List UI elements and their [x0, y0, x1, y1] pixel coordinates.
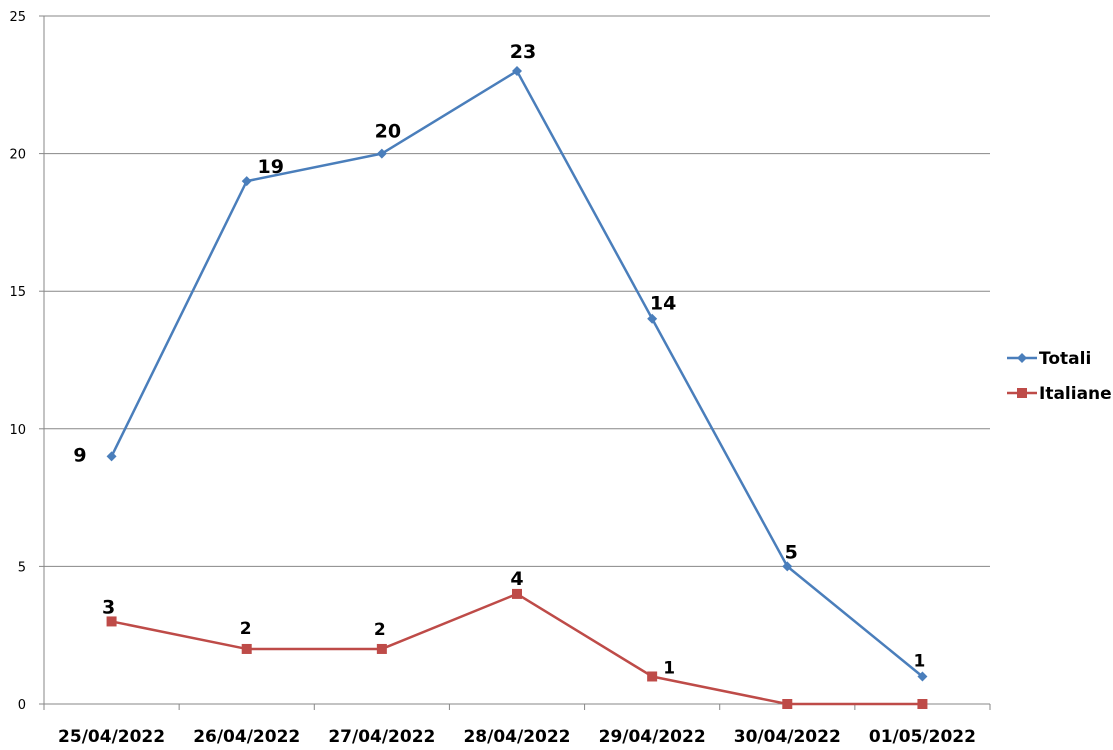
legend-marker-totali: [1017, 353, 1027, 363]
data-label: 9: [73, 444, 86, 466]
y-tick-label: 5: [18, 560, 26, 575]
x-tick-label: 30/04/2022: [734, 727, 841, 747]
series-line-italiane: [111, 592, 923, 706]
data-point-totali: [106, 451, 117, 462]
data-label: 2: [240, 619, 252, 639]
data-label: 5: [785, 541, 798, 563]
data-point-totali: [241, 176, 252, 187]
data-point-totali: [376, 148, 387, 159]
legend-marker-italiane: [1017, 388, 1027, 398]
data-point-totali: [917, 671, 928, 682]
data-point-totali: [782, 561, 793, 572]
data-label: 1: [914, 651, 926, 671]
gridlines: [44, 15, 990, 567]
legend-label-italiane: Italiane: [1039, 384, 1112, 404]
y-tick-label: 20: [9, 148, 26, 163]
data-point-totali: [647, 313, 658, 324]
x-tick-label: 28/04/2022: [463, 727, 570, 747]
x-tick-label: 26/04/2022: [193, 727, 300, 747]
data-point-italiane: [512, 588, 522, 599]
series-group: [106, 66, 928, 709]
legend-label-totali: Totali: [1039, 349, 1091, 369]
data-point-totali: [512, 66, 522, 77]
data-point-italiane: [782, 699, 793, 709]
x-axis: 25/04/2022 26/04/2022 27/04/2022 28/04/2022…: [43, 703, 991, 747]
y-tick-label: 0: [18, 698, 26, 713]
y-axis: 0 5 10 15 20 25: [9, 10, 45, 713]
x-tick-label: 25/04/2022: [58, 727, 165, 747]
data-labels: 9 19 20 23 14 5 1 3 2 2 4 1: [73, 41, 925, 678]
y-tick-label: 15: [9, 285, 26, 300]
data-point-italiane: [376, 643, 387, 654]
x-tick-label: 01/05/2022: [869, 727, 976, 747]
x-tick-label: 29/04/2022: [599, 727, 706, 747]
data-label: 19: [257, 156, 283, 178]
data-label: 14: [650, 293, 676, 315]
legend: Totali Italiane: [1007, 349, 1112, 404]
data-label: 1: [663, 658, 675, 678]
y-tick-label: 25: [9, 10, 26, 25]
data-label: 23: [510, 41, 536, 63]
y-tick-label: 10: [9, 423, 26, 438]
data-point-italiane: [917, 699, 928, 709]
data-label: 2: [374, 620, 386, 640]
data-point-italiane: [647, 671, 658, 682]
data-label: 4: [510, 568, 523, 590]
data-point-italiane: [106, 616, 117, 627]
data-label: 20: [375, 121, 401, 143]
data-label: 3: [102, 596, 115, 618]
x-tick-label: 27/04/2022: [328, 727, 435, 747]
data-point-italiane: [241, 643, 252, 654]
